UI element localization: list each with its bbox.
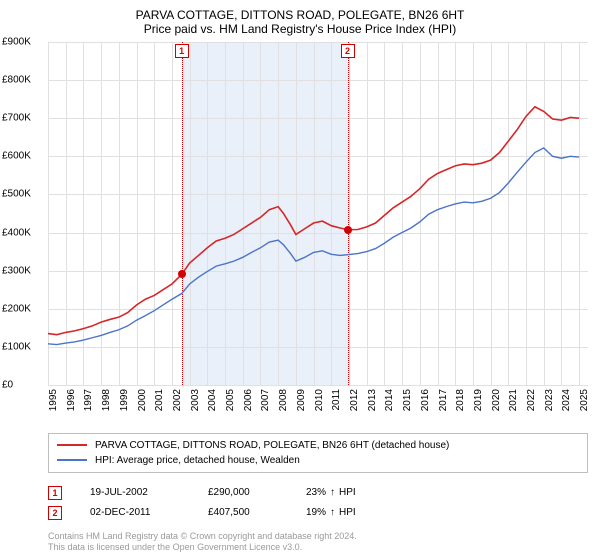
sales-row: 2 02-DEC-2011 £407,500 19% ↑ HPI <box>48 503 588 523</box>
chart-plot-area: £0£100K£200K£300K£400K£500K£600K£700K£80… <box>48 42 588 425</box>
gridline-h <box>48 385 588 386</box>
series-line <box>48 107 579 335</box>
legend-swatch <box>57 444 87 446</box>
y-tick-label: £800K <box>2 75 31 86</box>
sale-hpi-pct: 19% <box>306 507 326 518</box>
legend: PARVA COTTAGE, DITTONS ROAD, POLEGATE, B… <box>48 433 588 473</box>
legend-label: PARVA COTTAGE, DITTONS ROAD, POLEGATE, B… <box>95 440 449 451</box>
chart-title: PARVA COTTAGE, DITTONS ROAD, POLEGATE, B… <box>0 0 600 22</box>
sale-hpi: 19% ↑ HPI <box>306 507 356 518</box>
y-tick-label: £300K <box>2 265 31 276</box>
y-tick-label: £400K <box>2 227 31 238</box>
chart-container: PARVA COTTAGE, DITTONS ROAD, POLEGATE, B… <box>0 0 600 560</box>
y-tick-label: £500K <box>2 189 31 200</box>
sale-hpi: 23% ↑ HPI <box>306 487 356 498</box>
x-tick-label: 2025 <box>579 389 600 411</box>
y-tick-label: £200K <box>2 303 31 314</box>
sale-point-dot <box>178 270 186 278</box>
sale-hpi-pct: 23% <box>306 487 326 498</box>
arrow-up-icon: ↑ <box>330 487 335 498</box>
sale-price: £407,500 <box>208 507 278 518</box>
sale-hpi-label: HPI <box>339 487 356 498</box>
series-line <box>48 148 579 345</box>
chart-subtitle: Price paid vs. HM Land Registry's House … <box>0 22 600 42</box>
chart-plot-wrap: £0 £100K £200K £300K £400K £500K £600K £700K £80… <box>0 42 600 425</box>
sales-row: 1 19-JUL-2002 £290,000 23% ↑ HPI <box>48 483 588 503</box>
attribution-text: Contains HM Land Registry data © Crown c… <box>48 531 588 554</box>
sale-date: 19-JUL-2002 <box>90 487 180 498</box>
y-tick-label: £900K <box>2 37 31 48</box>
sale-marker-box: 2 <box>48 506 62 520</box>
arrow-up-icon: ↑ <box>330 507 335 518</box>
attribution-line: Contains HM Land Registry data © Crown c… <box>48 531 588 543</box>
sales-table: 1 19-JUL-2002 £290,000 23% ↑ HPI 2 02-DE… <box>48 483 588 523</box>
attribution-line: This data is licensed under the Open Gov… <box>48 542 588 554</box>
legend-label: HPI: Average price, detached house, Weal… <box>95 455 300 466</box>
y-tick-label: £0 <box>2 380 13 391</box>
y-tick-label: £100K <box>2 341 31 352</box>
sale-hpi-label: HPI <box>339 507 356 518</box>
chart-footer-block: PARVA COTTAGE, DITTONS ROAD, POLEGATE, B… <box>0 425 600 560</box>
y-tick-label: £600K <box>2 151 31 162</box>
legend-swatch <box>57 459 87 461</box>
legend-item: HPI: Average price, detached house, Weal… <box>57 453 579 468</box>
legend-item: PARVA COTTAGE, DITTONS ROAD, POLEGATE, B… <box>57 438 579 453</box>
series-svg <box>48 42 588 385</box>
sale-price: £290,000 <box>208 487 278 498</box>
sale-date: 02-DEC-2011 <box>90 507 180 518</box>
y-tick-label: £700K <box>2 113 31 124</box>
sale-marker-box: 1 <box>48 486 62 500</box>
sale-point-dot <box>344 226 352 234</box>
